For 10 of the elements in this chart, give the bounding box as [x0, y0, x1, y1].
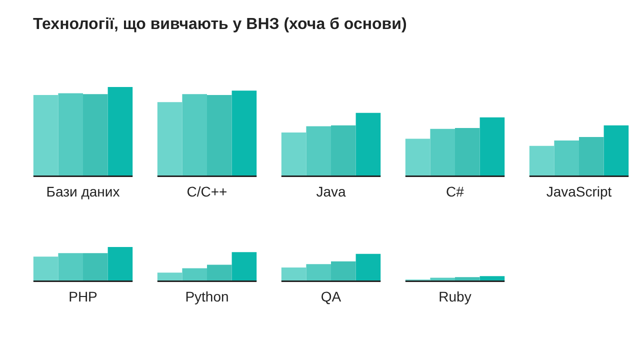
- x-tick-label: C#: [446, 183, 464, 200]
- x-tick-label: C/C++: [186, 183, 228, 200]
- x-tick-label: Бази даних: [46, 183, 120, 200]
- chart-title: Технології, що вивчають у ВНЗ (хоча б основи): [32, 15, 408, 35]
- x-tick-label: PHP: [68, 288, 98, 304]
- x-tick-label: Java: [316, 183, 346, 200]
- x-tick-label: JavaScript: [546, 183, 612, 200]
- x-tick-label: Ruby: [438, 288, 472, 304]
- x-tick-label: QA: [320, 288, 342, 304]
- x-tick-label: Python: [185, 288, 229, 304]
